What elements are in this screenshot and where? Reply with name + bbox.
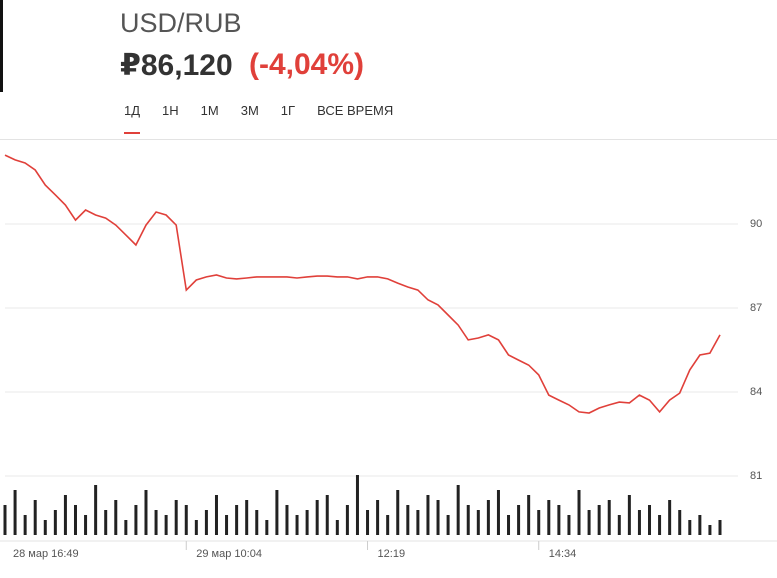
volume-bar	[718, 520, 722, 535]
volume-bar	[3, 505, 7, 535]
volume-bar	[285, 505, 289, 535]
volume-bar	[436, 500, 440, 535]
volume-bar	[537, 510, 541, 535]
volume-bar	[53, 510, 57, 535]
volume-bar	[184, 505, 188, 535]
volume-bar	[204, 510, 208, 535]
volume-bar	[13, 490, 17, 535]
volume-bar	[23, 515, 27, 535]
volume-bar	[517, 505, 521, 535]
volume-bar	[648, 505, 652, 535]
volume-bar	[607, 500, 611, 535]
volume-bar	[104, 510, 108, 535]
volume-bar	[567, 515, 571, 535]
volume-bar	[396, 490, 400, 535]
volume-bar	[194, 520, 198, 535]
volume-bar	[174, 500, 178, 535]
volume-bar	[245, 500, 249, 535]
volume-bar	[577, 490, 581, 535]
volume-bar	[557, 505, 561, 535]
volume-bar	[547, 500, 551, 535]
volume-bar	[698, 515, 702, 535]
y-tick-label: 81	[750, 470, 762, 482]
volume-bar	[476, 510, 480, 535]
volume-bar	[335, 520, 339, 535]
volume-bar	[305, 510, 309, 535]
y-tick-label: 84	[750, 386, 762, 398]
volume-bar	[627, 495, 631, 535]
change: (-4,04%)	[249, 48, 365, 81]
volume-bar	[164, 515, 168, 535]
volume-bar	[295, 515, 299, 535]
volume-bar	[33, 500, 37, 535]
volume-bar	[446, 515, 450, 535]
volume-bar	[688, 520, 692, 535]
accent-bar	[0, 0, 3, 92]
price: ₽86,120	[120, 49, 233, 82]
tab[interactable]: 3М	[240, 103, 259, 118]
volume-bar	[426, 495, 430, 535]
tab[interactable]: 1Н	[162, 103, 179, 118]
tab[interactable]: ВСЕ ВРЕМЯ	[317, 103, 394, 118]
volume-bar	[235, 505, 239, 535]
tab[interactable]: 1М	[200, 103, 219, 118]
volume-bar	[486, 500, 490, 535]
volume-bar	[507, 515, 511, 535]
price-line	[4, 154, 721, 414]
volume-bar	[376, 500, 380, 535]
tabs: 1Д 1Н 1М 3М 1Г ВСЕ ВРЕМЯ	[124, 103, 415, 134]
volume-bar	[708, 525, 712, 535]
separator	[0, 139, 777, 140]
volume-bar	[63, 495, 67, 535]
volume-bar	[617, 515, 621, 535]
volume-bar	[225, 515, 229, 535]
volume-bar	[658, 515, 662, 535]
volume-bar	[144, 490, 148, 535]
volume-bar	[678, 510, 682, 535]
volume-bar	[124, 520, 128, 535]
volume-bar	[255, 510, 259, 535]
volume-bar	[386, 515, 390, 535]
volume-bar	[597, 505, 601, 535]
volume-bar	[265, 520, 269, 535]
volume-bar	[668, 500, 672, 535]
volume-bar	[527, 495, 531, 535]
volume-bar	[43, 520, 47, 535]
volume-bar	[73, 505, 77, 535]
volume-bar	[366, 510, 370, 535]
volume-bar	[496, 490, 500, 535]
x-tick-label: 14:34	[549, 548, 577, 560]
volume-bar	[355, 475, 359, 535]
volume-bar	[275, 490, 279, 535]
volume-bar	[587, 510, 591, 535]
volume-bar	[114, 500, 118, 535]
volume-bar	[406, 505, 410, 535]
volume-bar	[134, 505, 138, 535]
volume-bar	[345, 505, 349, 535]
volume-bar	[84, 515, 88, 535]
volume-bar	[416, 510, 420, 535]
x-tick-label: 29 мар 10:04	[196, 548, 262, 560]
volume-bar	[315, 500, 319, 535]
volume-bar	[637, 510, 641, 535]
y-tick-label: 90	[750, 218, 762, 230]
volume-bar	[214, 495, 218, 535]
volume-bar	[154, 510, 158, 535]
volume-bar	[456, 485, 460, 535]
x-tick-label: 12:19	[378, 548, 406, 560]
x-tick-label: 28 мар 16:49	[13, 548, 79, 560]
volume-bar	[466, 505, 470, 535]
pair-title: USD/RUB	[120, 8, 242, 38]
tab[interactable]: 1Г	[280, 103, 296, 118]
y-tick-label: 87	[750, 302, 762, 314]
volume-bar	[325, 495, 329, 535]
volume-bar	[94, 485, 98, 535]
tab[interactable]: 1Д	[124, 103, 141, 134]
